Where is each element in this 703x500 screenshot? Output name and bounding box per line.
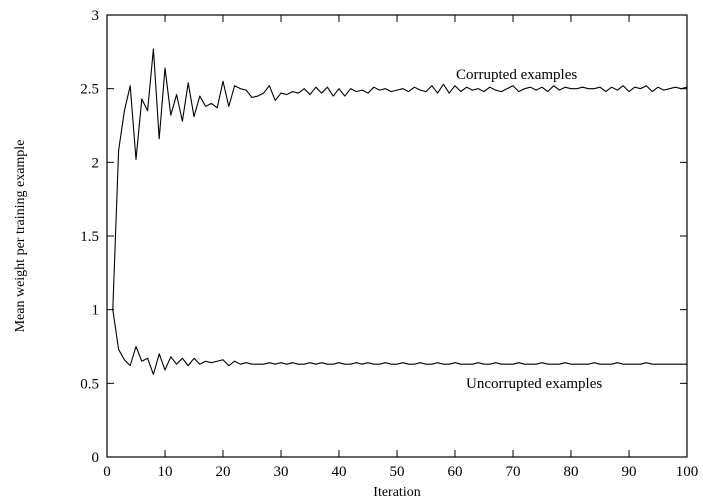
series-lines: [112, 48, 688, 376]
x-tick-label: 90: [622, 464, 637, 480]
axis-tick-labels: 0 10 20 30 40 50 60 70 80 90 100 0 0.5 1 1.5 2 2.5 3: [80, 8, 698, 480]
y-tick-label: 2.5: [80, 82, 99, 98]
x-tick-label: 100: [676, 464, 699, 480]
y-tick-label: 3: [92, 8, 100, 24]
uncorrupted-series-line: [112, 309, 687, 376]
corrupted-examples-annotation: Corrupted examples: [456, 67, 577, 83]
y-tick-label: 0: [92, 450, 100, 466]
y-tick-label: 0.5: [80, 376, 99, 392]
y-tick-label: 1.5: [80, 229, 99, 245]
axis-ticks: [106, 14, 688, 458]
x-tick-label: 0: [103, 464, 111, 480]
x-tick-label: 10: [158, 464, 173, 480]
x-tick-label: 50: [390, 464, 405, 480]
y-tick-label: 2: [92, 155, 100, 171]
x-tick-label: 20: [216, 464, 231, 480]
x-tick-label: 30: [274, 464, 289, 480]
x-tick-label: 40: [332, 464, 347, 480]
y-axis-label: Mean weight per training example: [13, 140, 28, 333]
corrupted-series-line: [112, 48, 688, 310]
x-tick-label: 80: [564, 464, 579, 480]
y-tick-label: 1: [92, 303, 100, 319]
uncorrupted-examples-annotation: Uncorrupted examples: [466, 376, 602, 392]
x-tick-label: 70: [506, 464, 521, 480]
x-tick-label: 60: [448, 464, 463, 480]
x-axis-label: Iteration: [373, 485, 420, 500]
